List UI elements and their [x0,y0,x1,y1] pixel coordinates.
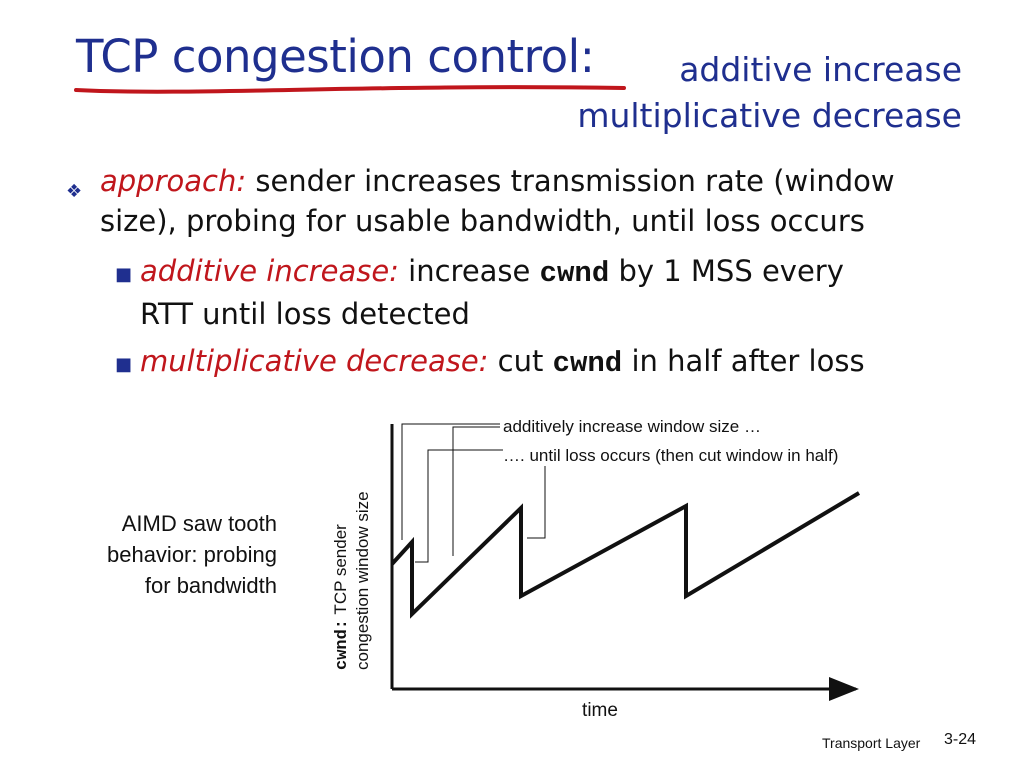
callout-connector-loss-1 [415,449,503,563]
bullet-additive-text-2: RTT until loss detected [140,297,470,331]
square-bullet-icon: ■ [115,264,133,285]
bullet-approach-text-1: sender increases transmission rate (wind… [255,164,895,198]
bullet-multiplicative-decrease: ■ multiplicative decrease: cut cwnd in h… [115,341,970,384]
slide-number: 3-24 [944,731,977,748]
callout-connector-increase-2 [452,426,500,556]
bullet-multiplicative-text-a: cut [497,344,544,378]
bullet-additive-text-a: increase [408,254,531,288]
slide-subtitle-line-2: multiplicative decrease [577,96,962,135]
bullet-multiplicative-code: cwnd [552,347,623,380]
callout-connector-increase-1 [401,423,500,540]
y-axis-label-code: cwnd: [333,619,352,670]
svg-text:cwnd: TCP sender: cwnd: TCP sender [331,524,352,670]
bullet-approach: ❖ approach: sender increases transmissio… [66,161,980,241]
bullet-approach-text-2: size), probing for usable bandwidth, unt… [100,204,865,238]
square-bullet-icon: ■ [115,354,133,375]
aimd-caption-line-1: AIMD saw tooth [121,511,277,536]
slide-title: TCP congestion control: [76,30,595,83]
callout-increase-text: additively increase window size … [503,417,761,436]
diamond-bullet-icon: ❖ [66,181,83,202]
bullet-additive-increase: ■ additive increase: increase cwnd by 1 … [115,251,970,334]
title-underline-stroke [74,85,626,94]
x-axis-label: time [582,700,618,721]
bullet-additive-text-b: by 1 MSS every [618,254,844,288]
aimd-caption-line-2: behavior: probing [106,542,277,567]
bullet-additive-emphasis: additive increase: [140,254,399,288]
bullet-additive-code: cwnd [539,257,610,290]
aimd-caption-line-3: for bandwidth [144,573,277,598]
callout-connector-loss-2 [527,466,546,539]
y-axis-label-text-2: congestion window size [353,491,372,670]
bullet-multiplicative-text-b: in half after loss [631,344,865,378]
bullet-multiplicative-emphasis: multiplicative decrease: [140,344,489,378]
sawtooth-line [390,491,861,619]
footer-section-label: Transport Layer [822,735,921,751]
y-axis-label-text-1: TCP sender [331,524,350,619]
aimd-caption: AIMD saw tooth behavior: probing for ban… [107,508,277,601]
slide-subtitle-line-1: additive increase [679,50,962,89]
bullet-approach-emphasis: approach: [100,164,247,198]
callout-loss-text: …. until loss occurs (then cut window in… [503,446,838,465]
